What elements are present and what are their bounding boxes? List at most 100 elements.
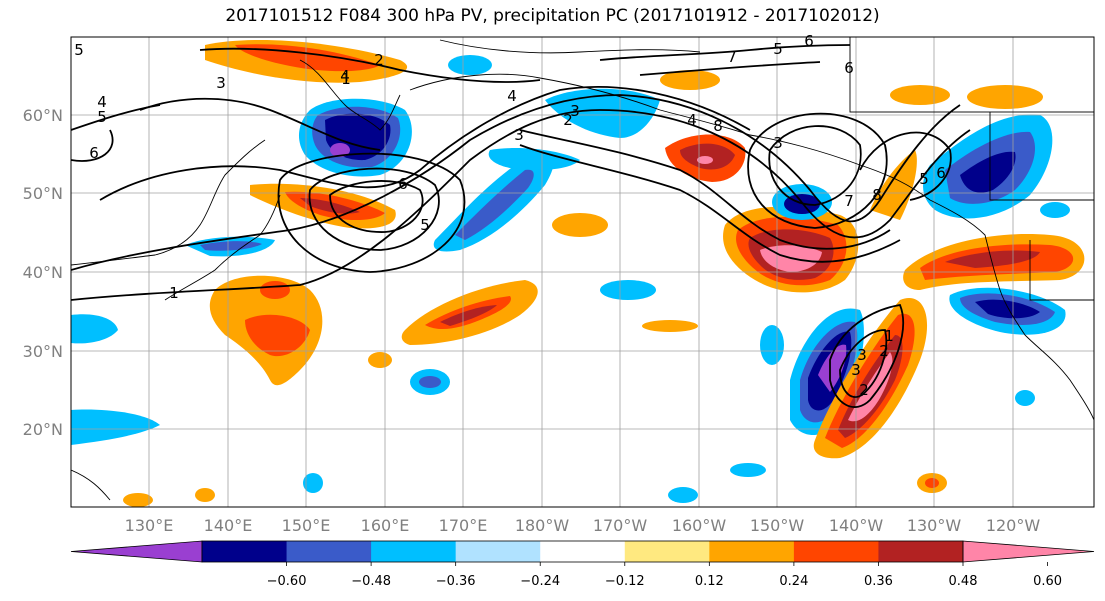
- pv-contour-label: 1: [341, 70, 351, 88]
- lon-label: 130°W: [907, 516, 962, 535]
- region-border: [989, 112, 1094, 201]
- pv-contour: [139, 97, 381, 151]
- lon-label: 160°W: [672, 516, 727, 535]
- pv-contour: [829, 303, 904, 408]
- precip-positive-region: [260, 281, 290, 299]
- lon-label: 170°W: [593, 516, 648, 535]
- precip-negative-region: [455, 169, 534, 240]
- precip-positive-region: [870, 150, 917, 220]
- precip-negative-region: [730, 463, 766, 477]
- lon-label: 140°W: [829, 516, 884, 535]
- pv-contour: [71, 109, 971, 301]
- precip-negative-region: [71, 314, 118, 344]
- pv-contour-label: 3: [851, 361, 861, 379]
- precip-negative-region: [200, 241, 262, 251]
- pv-contour: [768, 125, 862, 206]
- precip-positive-region: [440, 305, 497, 326]
- precip-positive-region: [890, 85, 950, 105]
- coastline-north-america: [929, 199, 1094, 421]
- colorbar-segment: [709, 541, 795, 562]
- pv-contour: [519, 129, 891, 250]
- colorbar-tick-label: −0.60: [267, 574, 307, 589]
- coastline-asia: [71, 139, 266, 266]
- precip-positive-region: [945, 250, 1040, 268]
- pv-contour-label: 8: [713, 117, 723, 135]
- pv-contour-label: 5: [773, 40, 783, 58]
- precip-negative-region: [545, 88, 660, 138]
- lon-label: 170°E: [439, 516, 488, 535]
- lat-label: 30°N: [23, 342, 63, 361]
- pv-contour-label: 2: [879, 342, 889, 360]
- coastline-japan: [164, 194, 281, 301]
- colorbar-tick-label: 0.60: [1033, 574, 1062, 589]
- colorbar-segment: [371, 541, 457, 562]
- pv-contour: [99, 86, 751, 201]
- pv-contour: [199, 47, 541, 83]
- latitude-labels: 60°N 50°N 40°N 30°N 20°N: [23, 106, 63, 439]
- colorbar-segment: [793, 541, 879, 562]
- pv-contour-label: 2: [563, 111, 573, 129]
- pv-contour: [71, 129, 114, 162]
- plot-frame: [70, 36, 1095, 508]
- precip-negative-region: [488, 148, 580, 170]
- pv-contour-label: 7: [844, 192, 854, 210]
- lat-label: 50°N: [23, 184, 63, 203]
- colorbar-segment: [962, 540, 1095, 563]
- lon-label: 140°E: [204, 516, 253, 535]
- precip-negative-region: [960, 151, 1016, 193]
- pv-contour: [308, 167, 440, 251]
- longitude-labels: 130°E 140°E 150°E 160°E 170°E 180°W 170°W 160°W…: [125, 516, 1041, 535]
- lon-label: 150°W: [750, 516, 805, 535]
- pv-contour: [599, 44, 851, 61]
- lat-label: 40°N: [23, 263, 63, 282]
- pv-contour: [71, 94, 961, 271]
- colorbar-tick-label: 0.36: [864, 574, 893, 589]
- precip-negative-region: [419, 376, 441, 388]
- lat-label: 20°N: [23, 420, 63, 439]
- coastline-arctic: [439, 39, 701, 54]
- pv-contour: [747, 112, 888, 229]
- colorbar-tick-label: −0.36: [436, 574, 476, 589]
- precip-negative-region: [330, 143, 350, 157]
- precip-negative-region: [760, 325, 784, 365]
- colorbar-tick-label: −0.48: [351, 574, 391, 589]
- precip-negative-region: [1040, 202, 1070, 218]
- pv-contour-label: 6: [936, 164, 946, 182]
- precip-positive-region: [245, 314, 310, 357]
- colorbar-tick-label: −0.12: [605, 574, 645, 589]
- pv-contour-label: 1: [169, 284, 179, 302]
- precip-positive-region: [195, 488, 215, 502]
- precip-negative-region: [1015, 390, 1035, 406]
- pv-contour: [329, 180, 424, 233]
- pv-contour-label: 6: [89, 144, 99, 162]
- pv-contour-label: 4: [340, 67, 350, 85]
- coastline-philippines: [71, 469, 111, 501]
- precip-negative-region: [668, 487, 698, 503]
- lon-label: 120°W: [986, 516, 1041, 535]
- precip-negative-region: [818, 344, 847, 392]
- lon-label: 180°W: [515, 516, 570, 535]
- colorbar-segment: [202, 541, 288, 562]
- pv-contour: [277, 152, 466, 273]
- pv-contour-label: 2: [859, 381, 869, 399]
- pv-contour: [71, 104, 161, 131]
- colorbar-tick-label: −0.24: [520, 574, 560, 589]
- precip-positive-region: [123, 493, 153, 507]
- precip-positive-region: [697, 156, 713, 164]
- pv-contour: [519, 144, 901, 263]
- precip-negative-region: [600, 280, 656, 300]
- colorbar-segment: [624, 541, 710, 562]
- pv-contour-label: 2: [374, 51, 384, 69]
- colorbar-tick-label: 0.48: [949, 574, 978, 589]
- pv-contour-label: 3: [570, 102, 580, 120]
- pv-contour-label: 5: [420, 216, 430, 234]
- colorbar-tick-label: 0.24: [779, 574, 808, 589]
- region-border: [1029, 240, 1094, 301]
- colorbar-segment: [455, 541, 541, 562]
- pv-contour-label: 5: [74, 41, 84, 59]
- gridlines: [71, 37, 1094, 507]
- colorbar-frame: [201, 540, 964, 563]
- pv-contour-label: 5: [97, 108, 107, 126]
